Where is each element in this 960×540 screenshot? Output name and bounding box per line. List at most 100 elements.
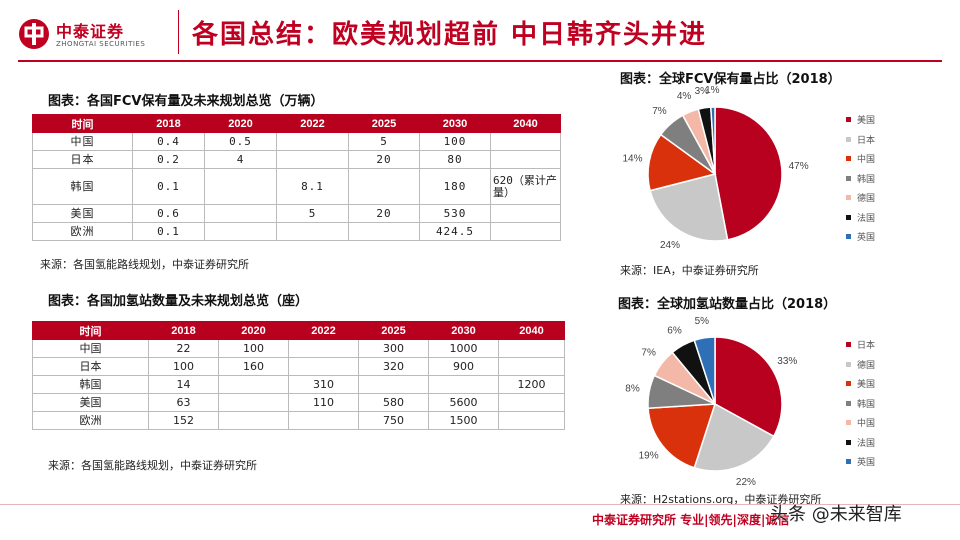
table-cell: 0.1 <box>132 222 205 241</box>
logo-text-en: ZHONGTAI SECURITIES <box>56 40 146 48</box>
table-cell: 20 <box>348 204 420 223</box>
table-cell <box>288 411 359 430</box>
table-cell: 620（累计产量） <box>490 168 561 205</box>
table-cell: 100 <box>148 357 219 376</box>
table-cell: 0.2 <box>132 150 205 169</box>
row-country: 美国 <box>32 204 133 223</box>
table-cell <box>348 168 420 205</box>
table-row: 美国 0.6 5 20 530 <box>32 204 561 223</box>
fcv-pie-title: 图表：全球FCV保有量占比（2018） <box>620 72 841 87</box>
legend-item: 美国 <box>846 110 875 130</box>
legend-item: 英国 <box>846 452 875 472</box>
table-row: 日本 0.2 4 20 80 <box>32 150 561 169</box>
table-cell <box>490 132 561 151</box>
column-header: 2040 <box>490 114 561 133</box>
legend-item: 韩国 <box>846 394 875 414</box>
row-country: 日本 <box>32 357 149 376</box>
table-cell <box>490 204 561 223</box>
table-cell <box>276 150 349 169</box>
table-cell <box>288 357 359 376</box>
table-cell: 110 <box>288 393 359 412</box>
column-header: 2030 <box>419 114 491 133</box>
slice-label: 8% <box>625 383 640 394</box>
table-cell <box>218 411 289 430</box>
table-row: 韩国 14 310 1200 <box>32 375 565 394</box>
column-header: 2040 <box>498 321 565 340</box>
table-row: 美国 63 110 580 5600 <box>32 393 565 412</box>
footer-rule <box>0 504 960 505</box>
table-row: 中国 22 100 300 1000 <box>32 339 565 358</box>
legend-swatch <box>846 214 851 220</box>
table-cell: 20 <box>348 150 420 169</box>
table-cell <box>218 393 289 412</box>
table-cell: 0.4 <box>132 132 205 151</box>
fcv-table: 时间 2018 2020 2022 2025 2030 2040 中国 0.4 0.5 5 100 日… <box>32 114 561 241</box>
slice-label: 24% <box>660 240 680 251</box>
row-country: 欧洲 <box>32 411 149 430</box>
legend-item: 中国 <box>846 413 875 433</box>
slice-label: 19% <box>639 450 659 461</box>
row-country: 中国 <box>32 132 133 151</box>
legend-label: 美国 <box>857 116 876 127</box>
legend-swatch <box>846 400 851 406</box>
legend-item: 英国 <box>846 227 875 247</box>
station-share-pie-chart: 33% 22% 19% 8% 7% 6% 5% <box>625 316 797 488</box>
table-cell: 320 <box>358 357 429 376</box>
column-header: 2018 <box>132 114 205 133</box>
table-cell: 14 <box>148 375 219 394</box>
table-cell: 310 <box>288 375 359 394</box>
table-cell <box>490 150 561 169</box>
pie-slice-2 <box>647 133 717 192</box>
table-cell: 750 <box>358 411 429 430</box>
watermark: 头条 @未来智库 <box>770 504 902 525</box>
legend-label: 日本 <box>857 135 876 146</box>
legend-label: 美国 <box>857 380 876 391</box>
station-table-title: 图表：各国加氢站数量及未来规划总览（座） <box>48 294 309 309</box>
fcv-pie-source: 来源：IEA，中泰证券研究所 <box>620 264 759 277</box>
legend-swatch <box>846 175 851 181</box>
column-header: 2020 <box>204 114 277 133</box>
station-table: 时间 2018 2020 2022 2025 2030 2040 中国 22 100 300 100… <box>32 321 565 430</box>
legend-swatch <box>846 136 851 142</box>
legend-item: 德国 <box>846 355 875 375</box>
legend-swatch <box>846 195 851 201</box>
legend-label: 法国 <box>857 438 876 449</box>
column-header: 2025 <box>358 321 429 340</box>
table-cell <box>276 222 349 241</box>
pie-slice-1 <box>649 173 729 242</box>
pie-slice-1 <box>693 402 775 472</box>
column-header: 2030 <box>428 321 499 340</box>
table-row: 欧洲 0.1 424.5 <box>32 222 561 241</box>
table-cell: 63 <box>148 393 219 412</box>
table-cell <box>204 204 277 223</box>
row-country: 中国 <box>32 339 149 358</box>
station-table-source: 来源：各国氢能路线规划，中泰证券研究所 <box>48 459 257 472</box>
header-divider <box>178 10 179 54</box>
legend-item: 中国 <box>846 149 875 169</box>
company-logo: 中泰证券 ZHONGTAI SECURITIES <box>18 12 168 56</box>
legend-swatch <box>846 439 851 445</box>
table-header-row: 时间 2018 2020 2022 2025 2030 2040 <box>32 321 565 340</box>
table-row: 中国 0.4 0.5 5 100 <box>32 132 561 151</box>
legend-item: 韩国 <box>846 169 875 189</box>
table-cell <box>490 222 561 241</box>
column-header: 2020 <box>218 321 289 340</box>
slice-label: 4% <box>677 91 692 102</box>
table-cell: 8.1 <box>276 168 349 205</box>
table-cell: 0.1 <box>132 168 205 205</box>
slice-label: 47% <box>789 161 809 172</box>
table-cell: 5 <box>276 204 349 223</box>
fcv-share-pie-chart: 47% 24% 14% 7% 4% 3%1% <box>622 85 809 251</box>
legend-label: 韩国 <box>857 399 876 410</box>
legend-item: 法国 <box>846 433 875 453</box>
slice-label: 22% <box>736 477 756 488</box>
legend-item: 美国 <box>846 374 875 394</box>
table-cell <box>498 357 565 376</box>
table-cell: 22 <box>148 339 219 358</box>
legend-swatch <box>846 361 851 367</box>
legend-label: 中国 <box>857 155 876 166</box>
table-cell: 1200 <box>498 375 565 394</box>
table-cell <box>288 339 359 358</box>
table-cell <box>348 222 420 241</box>
legend-swatch <box>846 381 851 387</box>
